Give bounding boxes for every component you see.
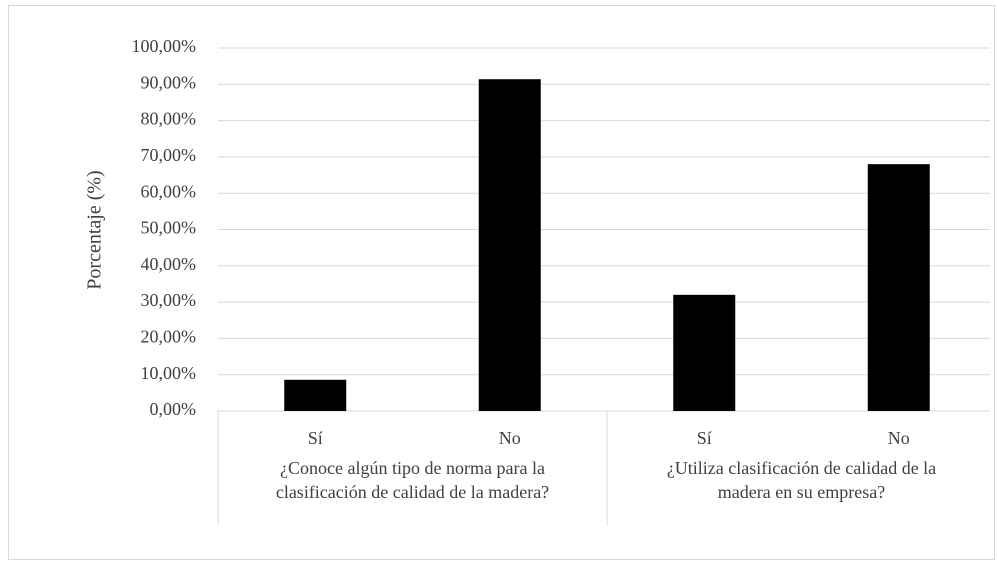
y-tick-label: 30,00% <box>141 290 197 310</box>
y-tick-label: 100,00% <box>132 36 197 56</box>
y-tick-label: 70,00% <box>141 145 197 165</box>
y-axis-title: Porcentaje (%) <box>84 170 106 289</box>
y-tick-label: 10,00% <box>141 363 197 383</box>
bar <box>673 294 736 411</box>
y-tick-label: 90,00% <box>141 72 197 92</box>
bar <box>867 164 930 411</box>
y-tick-label: 20,00% <box>141 327 197 347</box>
chart-border <box>8 5 995 560</box>
x-tick-label: No <box>888 428 910 448</box>
y-tick-label: 50,00% <box>141 218 197 238</box>
bar <box>478 79 541 411</box>
y-tick-label: 40,00% <box>141 254 197 274</box>
group-label: ¿Conoce algún tipo de norma para la <box>280 458 545 478</box>
bar <box>284 379 347 411</box>
group-label: clasificación de calidad de la madera? <box>276 482 549 502</box>
y-tick-label: 60,00% <box>141 181 197 201</box>
x-tick-label: Sí <box>308 428 323 448</box>
x-tick-label: Sí <box>697 428 712 448</box>
y-tick-label: 0,00% <box>150 399 197 419</box>
group-label: ¿Utiliza clasificación de calidad de la <box>667 458 936 478</box>
y-tick-label: 80,00% <box>141 109 197 129</box>
x-tick-label: No <box>499 428 521 448</box>
group-label: madera en su empresa? <box>718 482 885 502</box>
